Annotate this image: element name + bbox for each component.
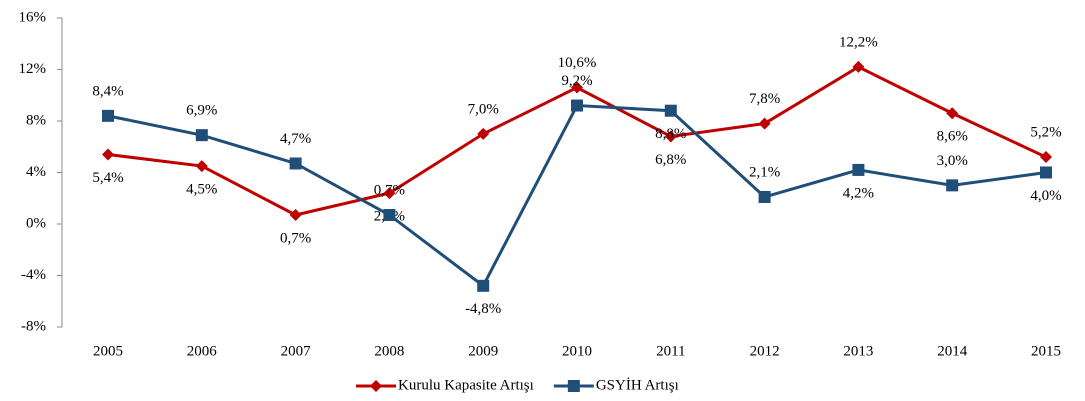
data-label: 8,6%: [937, 129, 968, 145]
data-label: 7,0%: [468, 101, 499, 117]
marker: [664, 130, 677, 143]
data-label: 0,7%: [374, 182, 405, 198]
marker: [852, 60, 865, 73]
data-label: 6,8%: [655, 152, 686, 168]
marker: [758, 190, 771, 203]
legend-marker: [370, 380, 382, 392]
data-label: 4,0%: [1030, 188, 1061, 204]
marker: [289, 208, 302, 221]
x-tick-label: 2014: [937, 343, 968, 359]
data-label: 8,4%: [92, 83, 123, 99]
series-line: [107, 103, 1047, 289]
data-label: 12,2%: [839, 34, 878, 50]
marker: [195, 160, 208, 173]
data-label: 5,4%: [92, 170, 123, 186]
x-tick-label: 2007: [281, 343, 312, 359]
data-label: 4,7%: [280, 131, 311, 147]
marker: [1040, 151, 1052, 164]
y-tick-label: 0%: [26, 215, 46, 231]
data-label: 4,2%: [843, 185, 874, 201]
data-label: 9,2%: [561, 73, 592, 89]
marker: [477, 127, 490, 140]
legend-label: Kurulu Kapasite Artışı: [398, 377, 534, 393]
x-tick-label: 2012: [750, 343, 780, 359]
marker: [195, 129, 208, 142]
x-tick-label: 2006: [187, 343, 218, 359]
marker: [946, 179, 959, 192]
marker: [852, 163, 865, 176]
x-tick-label: 2010: [562, 343, 592, 359]
marker: [1040, 166, 1052, 179]
legend-marker: [567, 380, 580, 392]
x-tick-label: 2009: [468, 343, 498, 359]
marker: [946, 107, 959, 120]
marker: [383, 208, 396, 221]
marker: [102, 148, 114, 161]
marker: [383, 187, 396, 200]
marker: [289, 157, 302, 170]
marker: [664, 104, 677, 117]
x-tick-label: 2008: [374, 343, 404, 359]
x-tick-label: 2005: [93, 343, 123, 359]
y-tick-label: 8%: [26, 112, 46, 128]
data-label: 7,8%: [749, 91, 780, 107]
data-label: 4,5%: [186, 182, 217, 198]
y-tick-label: 12%: [19, 61, 47, 77]
data-label: -4,8%: [465, 301, 501, 317]
data-label: 10,6%: [558, 55, 597, 71]
y-tick-label: -8%: [21, 318, 46, 334]
marker: [758, 117, 771, 130]
y-tick-label: -4%: [21, 267, 46, 283]
data-label: 3,0%: [937, 153, 968, 169]
data-label: 8,8%: [655, 126, 686, 142]
data-label: 0,7%: [280, 230, 311, 246]
y-tick-label: 16%: [19, 9, 47, 25]
data-label: 2,1%: [749, 164, 780, 180]
x-tick-label: 2011: [656, 343, 685, 359]
marker: [102, 109, 114, 122]
data-label: 5,2%: [1030, 124, 1061, 140]
marker: [571, 99, 583, 112]
y-tick-label: 4%: [26, 164, 46, 180]
data-label: 6,9%: [186, 103, 217, 119]
marker: [571, 81, 583, 94]
legend-label: GSYİH Artışı: [596, 377, 679, 393]
x-tick-label: 2015: [1031, 343, 1061, 359]
marker: [477, 279, 490, 292]
x-tick-label: 2013: [843, 343, 873, 359]
